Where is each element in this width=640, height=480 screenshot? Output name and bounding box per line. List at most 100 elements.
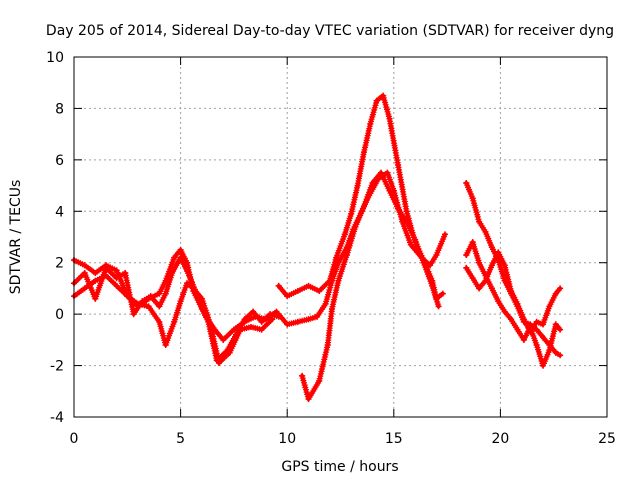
data-point xyxy=(557,285,564,292)
data-point xyxy=(501,308,508,315)
data-point xyxy=(194,293,201,300)
data-point xyxy=(284,293,291,300)
data-point xyxy=(348,210,355,217)
data-point xyxy=(335,259,342,266)
data-point xyxy=(386,187,393,194)
data-point xyxy=(211,326,218,333)
data-point xyxy=(328,306,335,312)
data-point xyxy=(352,223,359,230)
data-point xyxy=(463,252,470,258)
data-point xyxy=(476,259,483,266)
data-point xyxy=(495,298,502,305)
data-point xyxy=(546,347,553,354)
data-point xyxy=(162,342,169,348)
x-axis-label: GPS time / hours xyxy=(281,459,398,475)
data-point xyxy=(552,321,559,328)
data-point xyxy=(520,316,527,323)
data-point xyxy=(215,360,222,366)
data-point xyxy=(102,264,109,271)
data-point xyxy=(316,378,323,384)
x-tick-label: 10 xyxy=(278,431,296,447)
plot-frame xyxy=(73,56,608,418)
data-point xyxy=(226,349,233,356)
data-point xyxy=(328,277,335,284)
x-tick-label: 0 xyxy=(70,431,79,447)
data-point xyxy=(113,275,120,282)
data-point xyxy=(324,342,331,348)
data-point xyxy=(314,313,321,320)
data-point xyxy=(284,321,291,328)
data-point xyxy=(482,277,489,284)
data-point xyxy=(171,254,178,261)
data-point xyxy=(354,182,361,189)
data-point xyxy=(369,180,376,186)
data-point xyxy=(171,318,178,325)
data-point xyxy=(258,326,265,333)
data-point xyxy=(378,169,385,176)
data-point xyxy=(488,262,495,269)
x-tick-label: 5 xyxy=(176,431,185,447)
data-point xyxy=(508,316,515,323)
data-point xyxy=(407,241,414,248)
data-point xyxy=(130,311,137,318)
y-tick-label: 6 xyxy=(55,153,64,169)
data-point xyxy=(495,249,502,256)
data-point xyxy=(92,295,99,302)
data-point xyxy=(162,290,169,297)
data-point xyxy=(557,352,564,359)
data-point xyxy=(540,334,547,341)
data-point xyxy=(322,300,329,307)
data-point xyxy=(482,228,489,235)
data-point xyxy=(333,254,340,261)
y-tick-label: -2 xyxy=(50,359,64,375)
data-point xyxy=(113,282,120,289)
data-point xyxy=(335,277,342,284)
data-point xyxy=(113,267,120,274)
data-point xyxy=(403,208,410,215)
data-point xyxy=(508,288,515,294)
data-point xyxy=(145,303,152,310)
data-point xyxy=(305,282,312,289)
data-point xyxy=(439,290,446,297)
data-point xyxy=(520,336,527,343)
data-point xyxy=(469,195,476,202)
data-point xyxy=(476,218,483,225)
data-point xyxy=(488,244,495,251)
data-point xyxy=(230,326,237,333)
data-point xyxy=(275,282,282,289)
data-series xyxy=(71,92,564,402)
data-point xyxy=(156,290,163,297)
data-point xyxy=(527,329,534,336)
data-point xyxy=(514,326,521,333)
data-point xyxy=(156,318,163,325)
data-point xyxy=(412,236,419,243)
data-point xyxy=(420,259,427,266)
data-point xyxy=(435,303,442,310)
data-point xyxy=(540,321,547,328)
data-point xyxy=(92,277,99,284)
data-point xyxy=(395,162,402,168)
series-track-8 xyxy=(463,239,564,369)
data-point xyxy=(299,372,306,379)
data-point xyxy=(316,288,323,294)
y-tick-label: 0 xyxy=(55,307,64,323)
data-point xyxy=(177,298,184,305)
data-point xyxy=(373,97,380,104)
data-point xyxy=(147,293,154,300)
data-point xyxy=(463,264,470,271)
data-point xyxy=(384,169,391,176)
data-point xyxy=(81,270,88,276)
data-point xyxy=(557,326,564,333)
data-point xyxy=(540,362,547,369)
data-point xyxy=(203,313,210,320)
series-track-3 xyxy=(71,254,280,343)
data-point xyxy=(552,349,559,356)
data-point xyxy=(122,270,129,276)
data-point xyxy=(177,254,184,261)
data-point xyxy=(305,316,312,323)
data-point xyxy=(395,205,402,212)
data-point xyxy=(403,218,410,225)
data-point xyxy=(341,231,348,238)
